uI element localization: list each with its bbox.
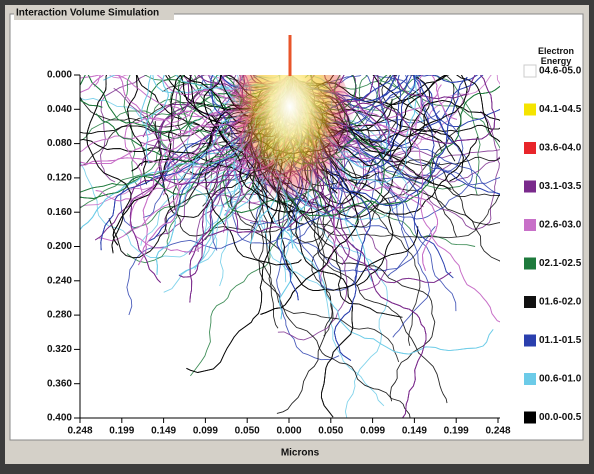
- page: Interaction Volume Simulation Microns El…: [0, 0, 594, 469]
- x-axis-label: Microns: [281, 448, 320, 459]
- window: Interaction Volume Simulation Microns El…: [0, 0, 594, 469]
- legend-swatch: [524, 65, 536, 77]
- x-tick-label: 0.000: [276, 426, 301, 437]
- legend-label: 02.1-02.5: [539, 258, 582, 269]
- legend-label: 00.0-00.5: [539, 412, 582, 423]
- x-tick-label: 0.050: [318, 426, 343, 437]
- x-tick-label: 0.248: [485, 426, 510, 437]
- y-tick-label: 0.240: [47, 275, 72, 286]
- y-tick-label: 0.200: [47, 241, 72, 252]
- legend-swatch: [524, 373, 536, 385]
- legend-label: 03.1-03.5: [539, 181, 582, 192]
- legend-swatch: [524, 258, 536, 270]
- y-tick-label: 0.000: [47, 70, 72, 81]
- y-tick-label: 0.040: [47, 104, 72, 115]
- legend-swatch: [524, 219, 536, 231]
- y-tick-label: 0.160: [47, 207, 72, 218]
- y-tick-label: 0.400: [47, 413, 72, 424]
- legend-label: 03.6-04.0: [539, 143, 582, 154]
- legend-label: 00.6-01.0: [539, 374, 582, 385]
- x-tick-label: 0.199: [109, 426, 134, 437]
- y-tick-label: 0.320: [47, 344, 72, 355]
- legend-swatch: [524, 335, 536, 347]
- legend-label: 01.1-01.5: [539, 335, 582, 346]
- y-tick-label: 0.080: [47, 138, 72, 149]
- x-tick-label: 0.099: [193, 426, 218, 437]
- x-tick-label: 0.099: [360, 426, 385, 437]
- legend-swatch: [524, 142, 536, 154]
- legend-label: 04.6-05.0: [539, 66, 582, 77]
- x-tick-label: 0.199: [444, 426, 469, 437]
- legend-label: 04.1-04.5: [539, 104, 582, 115]
- x-tick-label: 0.248: [67, 426, 92, 437]
- x-tick-label: 0.149: [402, 426, 427, 437]
- y-tick-label: 0.360: [47, 378, 72, 389]
- legend-swatch: [524, 296, 536, 308]
- legend-label: 01.6-02.0: [539, 297, 582, 308]
- y-tick-label: 0.120: [47, 173, 72, 184]
- x-tick-label: 0.149: [151, 426, 176, 437]
- legend-swatch: [524, 104, 536, 116]
- legend-swatch: [524, 412, 536, 424]
- y-tick-label: 0.280: [47, 310, 72, 321]
- legend-swatch: [524, 181, 536, 193]
- x-tick-label: 0.050: [235, 426, 260, 437]
- window-title: Interaction Volume Simulation: [16, 8, 159, 19]
- legend-label: 02.6-03.0: [539, 220, 582, 231]
